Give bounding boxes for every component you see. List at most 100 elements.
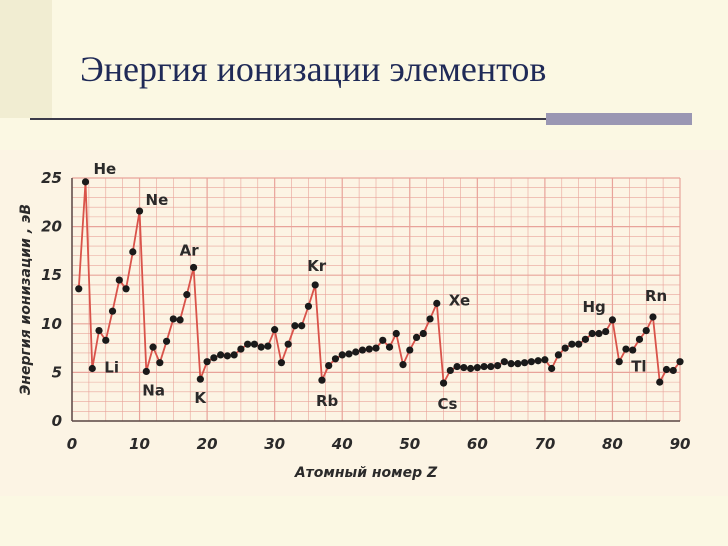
data-point <box>135 207 144 215</box>
element-label-he: He <box>94 160 117 178</box>
data-point <box>480 362 488 371</box>
data-point <box>534 357 542 365</box>
data-point <box>331 355 340 363</box>
y-axis-label: Энергия ионизации , эВ <box>18 204 34 395</box>
element-label-rn: Rn <box>645 287 667 305</box>
y-tick-label: 10 <box>41 315 62 333</box>
x-tick-label: 40 <box>331 435 353 453</box>
data-point <box>183 291 191 299</box>
data-point <box>196 375 204 383</box>
data-point <box>656 378 664 386</box>
data-point <box>95 327 103 335</box>
data-point <box>257 343 265 351</box>
data-point <box>352 348 360 356</box>
chart-axes <box>71 178 680 422</box>
chart-series <box>75 178 684 387</box>
data-point <box>385 343 394 351</box>
y-tick-label: 15 <box>41 266 62 284</box>
data-point <box>304 302 313 310</box>
data-point <box>277 359 286 367</box>
element-label-li: Li <box>104 359 119 377</box>
element-label-cs: Cs <box>438 395 458 413</box>
element-label-ar: Ar <box>180 241 200 259</box>
y-tick-label: 5 <box>52 363 62 381</box>
data-point <box>230 351 238 359</box>
data-point <box>271 326 279 334</box>
data-point <box>156 359 164 367</box>
data-point <box>629 346 637 354</box>
x-tick-label: 30 <box>264 435 285 453</box>
data-point <box>399 361 407 369</box>
data-point <box>75 285 83 293</box>
data-point <box>122 285 130 293</box>
data-point <box>500 358 508 366</box>
chart-area: 0 10 20 30 40 50 60 70 80 90 0 5 10 15 20 25 He Ne Ar Kr Xe… <box>0 150 728 496</box>
data-point <box>622 345 630 353</box>
slide-title: Энергия ионизации элементов <box>80 49 547 89</box>
x-tick-label: 20 <box>197 435 218 453</box>
x-tick-label: 80 <box>602 435 623 453</box>
data-point <box>372 344 380 352</box>
x-tick-label: 90 <box>670 435 691 453</box>
data-point <box>102 336 110 344</box>
data-point <box>217 351 225 359</box>
data-point <box>649 313 657 321</box>
x-tick-label: 50 <box>399 435 420 453</box>
element-label-hg: Hg <box>582 298 605 316</box>
data-point <box>426 315 434 323</box>
data-point <box>311 281 319 289</box>
data-point <box>676 358 684 366</box>
data-point <box>176 316 184 324</box>
data-point <box>433 299 441 307</box>
x-tick-label: 60 <box>467 435 488 453</box>
data-point <box>494 361 502 370</box>
data-point <box>264 342 272 350</box>
element-label-na: Na <box>142 381 165 399</box>
x-tick-label: 70 <box>534 435 555 453</box>
data-point <box>81 178 90 186</box>
data-point <box>662 365 671 374</box>
data-point <box>291 322 299 330</box>
data-point <box>446 366 454 375</box>
data-point <box>223 352 231 360</box>
data-point <box>514 360 522 368</box>
data-point <box>88 364 96 373</box>
data-point <box>108 307 117 315</box>
data-point <box>392 329 400 338</box>
data-point <box>487 362 495 371</box>
y-tick-label: 25 <box>41 169 62 187</box>
data-point <box>473 363 481 372</box>
data-point <box>250 340 258 348</box>
element-label-k: K <box>194 389 207 407</box>
data-point <box>210 354 218 362</box>
slide-left-band <box>0 0 52 118</box>
data-point <box>588 329 596 338</box>
element-label-kr: Kr <box>307 257 327 275</box>
ionization-chart: 0 10 20 30 40 50 60 70 80 90 0 5 10 15 20 25 He Ne Ar Kr Xe… <box>18 160 691 481</box>
data-point <box>345 350 353 358</box>
data-point <box>318 376 326 384</box>
data-point <box>325 361 333 370</box>
data-point <box>561 344 569 352</box>
element-label-ne: Ne <box>146 191 169 209</box>
data-point <box>358 346 367 354</box>
x-tick-label: 0 <box>67 435 77 453</box>
data-point <box>635 335 644 343</box>
data-point <box>460 363 468 372</box>
element-label-xe: Xe <box>449 291 470 309</box>
data-point <box>115 276 123 284</box>
data-point <box>527 358 535 366</box>
data-point <box>642 327 650 335</box>
data-point <box>615 358 623 366</box>
data-point <box>338 351 346 359</box>
data-point <box>162 337 171 345</box>
y-tick-label: 20 <box>41 218 62 236</box>
data-point <box>298 322 306 330</box>
data-point <box>169 315 177 323</box>
data-point <box>129 248 137 256</box>
data-point <box>379 336 387 344</box>
data-point <box>284 340 292 348</box>
data-point <box>419 329 427 338</box>
x-axis-label: Атомный номер Z <box>294 465 438 481</box>
title-rule-accent <box>546 113 692 125</box>
